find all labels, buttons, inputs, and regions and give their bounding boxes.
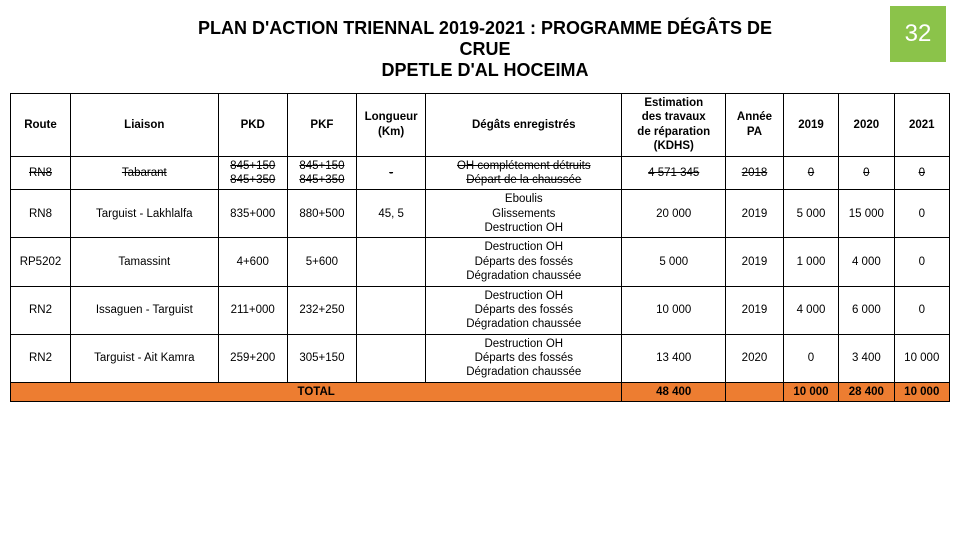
cell-y2020: 15 000 <box>839 190 894 238</box>
total-annee <box>726 382 784 401</box>
cell-annee: 2019 <box>726 190 784 238</box>
cell-annee: 2018 <box>726 156 784 190</box>
cell-degats: Destruction OH Départs des fossés Dégrad… <box>426 286 622 334</box>
cell-longueur <box>357 286 426 334</box>
cell-estimation: 10 000 <box>622 286 726 334</box>
col-liaison: Liaison <box>70 94 218 157</box>
col-pkf: PKF <box>287 94 356 157</box>
cell-y2020: 4 000 <box>839 238 894 286</box>
col-pkd: PKD <box>218 94 287 157</box>
cell-pkf: 880+500 <box>287 190 356 238</box>
col-2019: 2019 <box>783 94 838 157</box>
cell-longueur: - <box>357 156 426 190</box>
cell-y2021: 0 <box>894 190 949 238</box>
total-label: TOTAL <box>11 382 622 401</box>
col-degats: Dégâts enregistrés <box>426 94 622 157</box>
cell-liaison: Tabarant <box>70 156 218 190</box>
cell-y2019: 1 000 <box>783 238 838 286</box>
col-longueur: Longueur (Km) <box>357 94 426 157</box>
cell-route: RN2 <box>11 286 71 334</box>
cell-liaison: Targuist - Lakhlalfa <box>70 190 218 238</box>
cell-y2021: 0 <box>894 238 949 286</box>
cell-liaison: Tamassint <box>70 238 218 286</box>
cell-estimation: 20 000 <box>622 190 726 238</box>
cell-route: RN8 <box>11 156 71 190</box>
cell-pkf: 845+150 845+350 <box>287 156 356 190</box>
cell-y2019: 5 000 <box>783 190 838 238</box>
cell-y2021: 0 <box>894 156 949 190</box>
cell-y2021: 10 000 <box>894 334 949 382</box>
cell-estimation: 13 400 <box>622 334 726 382</box>
cell-annee: 2019 <box>726 286 784 334</box>
cell-route: RN8 <box>11 190 71 238</box>
total-estimation: 48 400 <box>622 382 726 401</box>
cell-y2019: 0 <box>783 334 838 382</box>
table-header-row: Route Liaison PKD PKF Longueur (Km) Dégâ… <box>11 94 950 157</box>
col-route: Route <box>11 94 71 157</box>
col-annee: Année PA <box>726 94 784 157</box>
cell-y2020: 3 400 <box>839 334 894 382</box>
cell-y2020: 6 000 <box>839 286 894 334</box>
total-2020: 28 400 <box>839 382 894 401</box>
table-row: RN8Targuist - Lakhlalfa835+000880+50045,… <box>11 190 950 238</box>
cell-longueur: 45, 5 <box>357 190 426 238</box>
cell-pkd: 211+000 <box>218 286 287 334</box>
total-2019: 10 000 <box>783 382 838 401</box>
cell-y2021: 0 <box>894 286 949 334</box>
cell-annee: 2019 <box>726 238 784 286</box>
cell-pkd: 845+150 845+350 <box>218 156 287 190</box>
cell-pkf: 305+150 <box>287 334 356 382</box>
table-row: RN2Targuist - Ait Kamra259+200305+150 Des… <box>11 334 950 382</box>
cell-y2019: 4 000 <box>783 286 838 334</box>
cell-longueur <box>357 238 426 286</box>
cell-pkd: 259+200 <box>218 334 287 382</box>
title-line2: CRUE <box>459 39 510 59</box>
cell-estimation: 5 000 <box>622 238 726 286</box>
cell-pkf: 5+600 <box>287 238 356 286</box>
cell-estimation: 4 571 345 <box>622 156 726 190</box>
cell-y2020: 0 <box>839 156 894 190</box>
col-2021: 2021 <box>894 94 949 157</box>
col-estimation: Estimation des travaux de réparation (KD… <box>622 94 726 157</box>
cell-y2019: 0 <box>783 156 838 190</box>
cell-route: RP5202 <box>11 238 71 286</box>
col-2020: 2020 <box>839 94 894 157</box>
table-row: RN8Tabarant845+150 845+350845+150 845+35… <box>11 156 950 190</box>
title-line1: PLAN D'ACTION TRIENNAL 2019-2021 : PROGR… <box>198 18 772 38</box>
title-line3: DPETLE D'AL HOCEIMA <box>382 60 589 80</box>
total-2021: 10 000 <box>894 382 949 401</box>
cell-degats: OH complétement détruits Départ de la ch… <box>426 156 622 190</box>
page-number-badge: 32 <box>890 6 946 62</box>
cell-pkf: 232+250 <box>287 286 356 334</box>
cell-route: RN2 <box>11 334 71 382</box>
cell-longueur <box>357 334 426 382</box>
cell-liaison: Targuist - Ait Kamra <box>70 334 218 382</box>
cell-liaison: Issaguen - Targuist <box>70 286 218 334</box>
cell-degats: Destruction OH Départs des fossés Dégrad… <box>426 334 622 382</box>
table-total-row: TOTAL 48 400 10 000 28 400 10 000 <box>11 382 950 401</box>
cell-degats: Destruction OH Départs des fossés Dégrad… <box>426 238 622 286</box>
table-row: RP5202Tamassint4+6005+600 Destruction OH … <box>11 238 950 286</box>
cell-pkd: 835+000 <box>218 190 287 238</box>
table-row: RN2Issaguen - Targuist211+000232+250 Dest… <box>11 286 950 334</box>
cell-degats: Eboulis Glissements Destruction OH <box>426 190 622 238</box>
cell-annee: 2020 <box>726 334 784 382</box>
cell-pkd: 4+600 <box>218 238 287 286</box>
data-table: Route Liaison PKD PKF Longueur (Km) Dégâ… <box>10 93 950 402</box>
page-title: PLAN D'ACTION TRIENNAL 2019-2021 : PROGR… <box>0 0 890 91</box>
